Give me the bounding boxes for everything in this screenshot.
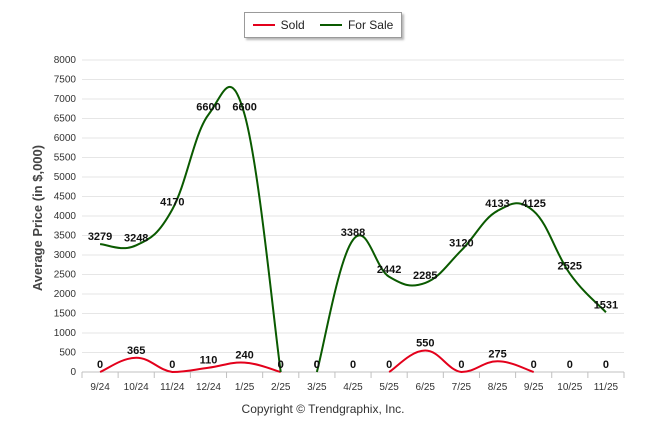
copyright-text: Copyright © Trendgraphix, Inc. bbox=[241, 402, 405, 416]
data-label-sold: 110 bbox=[200, 355, 218, 367]
legend-item-sold[interactable]: Sold bbox=[252, 18, 305, 32]
series-lines bbox=[99, 86, 607, 374]
x-tick-label: 10/25 bbox=[557, 382, 582, 393]
y-tick-label: 1500 bbox=[54, 309, 77, 320]
y-tick-label: 1000 bbox=[54, 328, 77, 339]
x-axis: 9/24 10/24 11/24 12/24 1/25 2/25 3/25 4/25 5/25 6… bbox=[81, 372, 625, 393]
data-label-for-sale: 6600 bbox=[196, 102, 220, 114]
x-tick-label: 9/25 bbox=[524, 382, 544, 393]
y-tick-label: 8000 bbox=[54, 55, 77, 66]
y-tick-label: 7500 bbox=[54, 75, 77, 86]
data-label-sold: 0 bbox=[458, 359, 464, 371]
data-label-for-sale: 2442 bbox=[377, 264, 401, 276]
data-label-sold: 0 bbox=[314, 359, 320, 371]
data-label-for-sale: 3388 bbox=[341, 227, 365, 239]
data-label-sold: 365 bbox=[127, 345, 145, 357]
data-label-sold: 550 bbox=[416, 338, 434, 350]
y-axis: 0 500 1000 1500 2000 2500 3000 3500 4000 4500 5000… bbox=[54, 55, 77, 378]
x-tick-label: 11/24 bbox=[160, 382, 185, 393]
data-label-for-sale: 2525 bbox=[558, 261, 582, 273]
data-label-sold: 240 bbox=[235, 350, 253, 362]
y-tick-label: 6500 bbox=[54, 114, 77, 125]
chart-legend: Sold For Sale bbox=[244, 12, 402, 38]
series-line-sold bbox=[99, 356, 281, 374]
y-tick-label: 4000 bbox=[54, 211, 77, 222]
legend-swatch-for-sale bbox=[319, 24, 342, 26]
x-tick-label: 11/25 bbox=[594, 382, 619, 393]
x-tick-label: 2/25 bbox=[271, 382, 291, 393]
data-label-for-sale: 3120 bbox=[449, 237, 473, 249]
y-tick-label: 3500 bbox=[54, 231, 77, 242]
data-label-for-sale: 3248 bbox=[124, 232, 148, 244]
y-tick-label: 5000 bbox=[54, 172, 77, 183]
y-tick-label: 5500 bbox=[54, 153, 77, 164]
y-axis-label: Average Price (in $,000) bbox=[30, 145, 45, 291]
data-label-sold: 0 bbox=[603, 359, 609, 371]
data-label-for-sale: 2285 bbox=[413, 270, 437, 282]
data-label-for-sale: 4125 bbox=[521, 198, 545, 210]
data-label-for-sale: 4170 bbox=[160, 196, 184, 208]
x-tick-label: 4/25 bbox=[343, 382, 363, 393]
data-label-sold: 0 bbox=[386, 359, 392, 371]
x-tick-label: 5/25 bbox=[379, 382, 399, 393]
legend-item-for-sale[interactable]: For Sale bbox=[319, 18, 394, 32]
series-line-sold bbox=[388, 349, 534, 374]
data-label-for-sale: 0 bbox=[314, 359, 320, 371]
y-tick-label: 2000 bbox=[54, 289, 77, 300]
data-label-for-sale: 4133 bbox=[485, 198, 509, 210]
y-tick-label: 0 bbox=[70, 367, 76, 378]
data-label-sold: 275 bbox=[488, 348, 506, 360]
x-tick-label: 10/24 bbox=[124, 382, 149, 393]
data-label-sold: 0 bbox=[278, 359, 284, 371]
data-label-sold: 0 bbox=[97, 359, 103, 371]
data-label-for-sale: 6600 bbox=[232, 102, 256, 114]
y-tick-label: 6000 bbox=[54, 133, 77, 144]
data-label-sold: 0 bbox=[350, 359, 356, 371]
data-label-sold: 0 bbox=[169, 359, 175, 371]
x-tick-label: 6/25 bbox=[416, 382, 436, 393]
series-line-for-sale bbox=[315, 202, 607, 373]
y-tick-label: 500 bbox=[59, 348, 76, 359]
x-tick-label: 1/25 bbox=[235, 382, 255, 393]
y-tick-label: 7000 bbox=[54, 94, 77, 105]
legend-swatch-sold bbox=[252, 24, 275, 26]
x-tick-label: 8/25 bbox=[488, 382, 508, 393]
data-label-for-sale: 1531 bbox=[594, 299, 618, 311]
x-tick-label: 3/25 bbox=[307, 382, 327, 393]
y-tick-label: 4500 bbox=[54, 192, 77, 203]
data-label-for-sale: 0 bbox=[278, 359, 284, 371]
y-tick-label: 2500 bbox=[54, 270, 77, 281]
x-tick-label: 7/25 bbox=[452, 382, 472, 393]
series-line-for-sale bbox=[99, 86, 282, 373]
gridlines bbox=[82, 59, 624, 373]
y-tick-label: 3000 bbox=[54, 250, 77, 261]
x-tick-label: 12/24 bbox=[196, 382, 221, 393]
data-label-sold: 0 bbox=[567, 359, 573, 371]
data-label-sold: 0 bbox=[531, 359, 537, 371]
legend-label-sold: Sold bbox=[280, 18, 305, 32]
data-label-for-sale: 3279 bbox=[88, 231, 112, 243]
data-labels: 0 365 0 110 240 0 0 0 0 550 0 275 0 0 0 3279 3248 4170 660… bbox=[88, 102, 618, 371]
legend-label-for-sale: For Sale bbox=[347, 18, 394, 32]
x-tick-label: 9/24 bbox=[90, 382, 110, 393]
